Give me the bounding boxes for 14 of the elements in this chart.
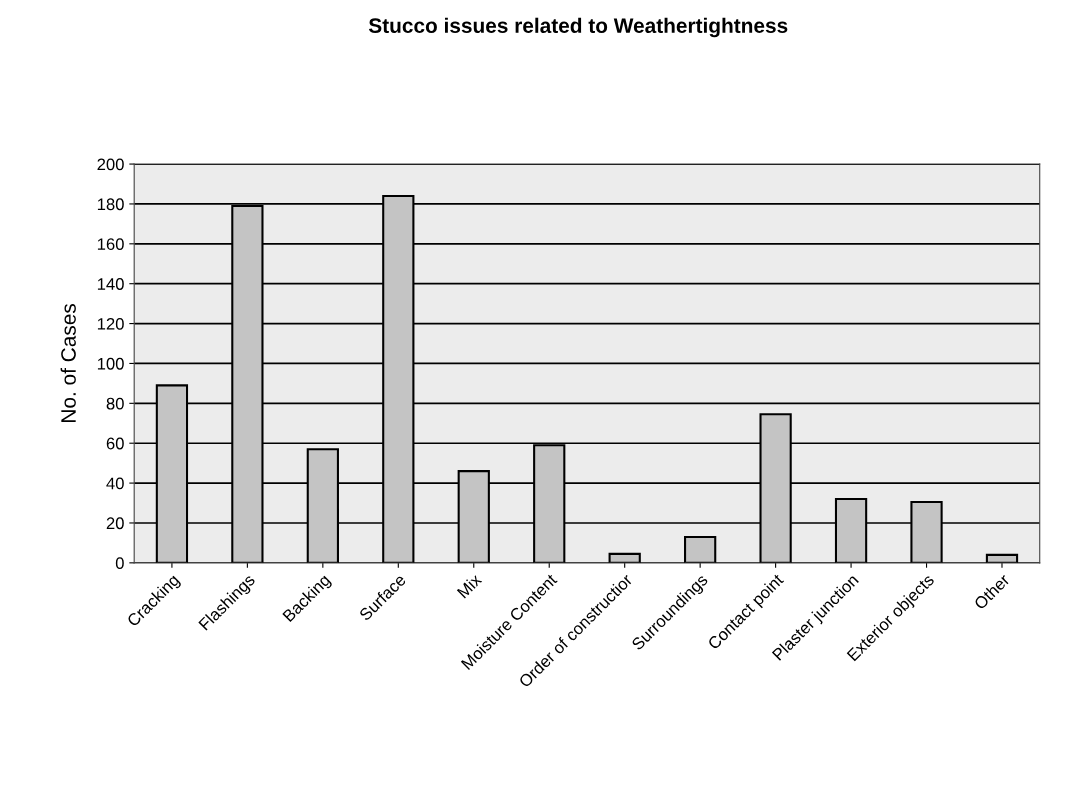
y-axis-title: No. of Cases <box>60 303 76 422</box>
y-tick-label: 140 <box>97 278 124 290</box>
chart-title: Stucco issues related to Weathertightness <box>368 17 788 38</box>
y-tick-label: 200 <box>97 158 124 171</box>
y-tick-label: 0 <box>115 557 124 570</box>
y-tick-label: 40 <box>106 477 124 490</box>
y-tick-label: 100 <box>97 357 124 370</box>
y-tick-label: 60 <box>106 437 124 450</box>
y-tick-label: 20 <box>106 517 124 530</box>
x-tick-label: Mix <box>456 572 483 599</box>
y-tick-label: 180 <box>97 198 124 211</box>
y-tick-label: 160 <box>97 238 124 251</box>
y-tick-label: 80 <box>106 397 124 410</box>
y-tick-label: 120 <box>97 317 124 330</box>
